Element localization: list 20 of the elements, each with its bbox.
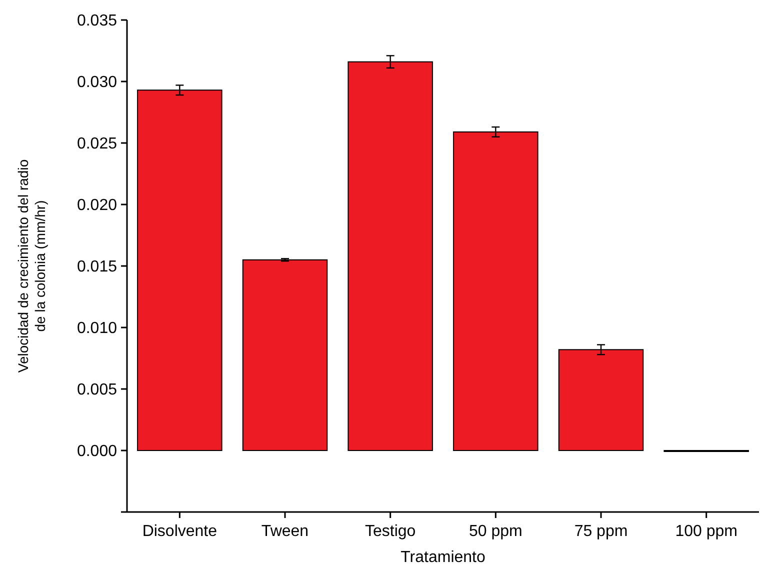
y-tick-label: 0.015 bbox=[76, 258, 118, 276]
x-tick-label: Disolvente bbox=[142, 523, 218, 540]
y-tick-label: 0.005 bbox=[76, 382, 118, 399]
bar bbox=[137, 90, 222, 451]
bar bbox=[558, 349, 644, 451]
x-tick-label: Testigo bbox=[364, 523, 416, 540]
x-tick-label: Tween bbox=[261, 523, 309, 540]
x-axis-title: Tratamiento bbox=[400, 549, 486, 566]
x-tick-label: 100 ppm bbox=[675, 523, 738, 540]
y-tick-label: 0.010 bbox=[76, 320, 118, 338]
y-tick-label: 0.035 bbox=[76, 12, 118, 30]
y-tick-label: 0.020 bbox=[76, 197, 118, 214]
y-tick-label: 0.025 bbox=[76, 136, 118, 153]
x-tick-label: 50 ppm bbox=[468, 523, 522, 540]
y-axis-title: Velocidad de crecimiento del radio de la colonia (mm/hr) bbox=[15, 159, 48, 373]
y-tick-label: 0.030 bbox=[76, 74, 118, 92]
bar bbox=[453, 131, 538, 451]
y-tick-label: 0.000 bbox=[76, 443, 118, 460]
bar bbox=[242, 259, 328, 451]
x-tick-label: 75 ppm bbox=[574, 523, 628, 540]
